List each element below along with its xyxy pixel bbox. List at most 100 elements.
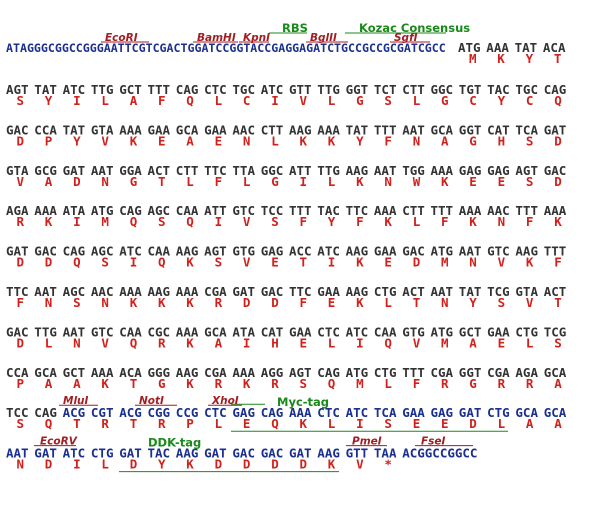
codon: TTT [289,203,312,218]
codon: TAA [374,446,397,461]
amino-acid: S [17,416,25,431]
enzyme-label-bglii: BglII [310,32,337,44]
amino-acid: I [356,335,364,350]
amino-acid: E [441,416,449,431]
codon: ATG [346,365,369,380]
codon: AAG [148,284,171,299]
amino-acid: Y [158,457,166,472]
codon: AAT [402,122,425,137]
codon: ACA [119,365,142,380]
codon: GAC [261,284,284,299]
codon: AAT [63,324,86,339]
codon: AAA [459,203,482,218]
codon: CGT [91,405,114,420]
enzyme-label-mlui: MluI [63,395,89,407]
codon: GCA [176,122,199,137]
amino-acid: L [384,295,392,310]
amino-acid: D [17,133,25,148]
codon: CGC [148,324,171,339]
codon: AAG [317,446,340,461]
amino-acid: Q [130,214,138,229]
enzyme-label-noti: NotI [139,395,164,407]
codon: GCT [459,324,482,339]
amino-acid: A [45,376,53,391]
amino-acid: A [526,416,534,431]
codon: ATG [431,244,454,259]
codon: GTT [289,82,312,97]
codon: AAA [176,284,199,299]
amino-acid: G [441,93,449,108]
amino-acid: I [356,416,364,431]
amino-acid: R [215,295,223,310]
codon: AAG [346,244,369,259]
codon: GTA [91,122,114,137]
amino-acid: Q [554,93,562,108]
amino-acid: S [158,214,166,229]
codon: AAA [431,163,454,178]
amino-acid: F [300,295,308,310]
codon: TAC [148,446,171,461]
codon: CAG [119,203,142,218]
codon: TCA [515,122,538,137]
codon: ATC [346,324,369,339]
amino-acid: L [413,214,421,229]
codon: AAA [34,203,57,218]
codon: GAA [487,324,510,339]
codon: TTT [544,244,567,259]
codon: GAA [289,324,312,339]
codon: TCC [261,203,284,218]
codon: TAC [317,203,340,218]
amino-acid: D [413,255,421,270]
amino-acid: S [73,295,81,310]
codon: GCA [204,324,227,339]
myc-tag-label: Myc-tag [277,395,329,409]
amino-acid: K [243,376,251,391]
amino-acid: E [300,335,308,350]
amino-acid: N [441,295,449,310]
amino-acid: H [271,335,279,350]
amino-acid: R [271,376,279,391]
amino-acid: L [215,93,223,108]
codon: CTG [487,405,510,420]
codon: AGG [261,365,284,380]
amino-acid: T [73,416,81,431]
amino-acid: K [497,51,505,66]
codon: ACT [402,284,425,299]
amino-acid: Q [158,255,166,270]
codon: ATC [261,82,284,97]
amino-acid: T [130,376,138,391]
amino-acid: F [413,376,421,391]
amino-acid: K [441,174,449,189]
codon: TGC [232,82,255,97]
codon: CAA [119,324,142,339]
codon: CCA [6,365,29,380]
codon: CTT [402,203,425,218]
amino-acid: S [384,93,392,108]
amino-acid: R [441,376,449,391]
enzyme-label-ecori: EcoRI [105,32,138,44]
amino-acid: M [441,335,449,350]
codon: AAA [486,40,509,55]
codon: GTC [91,324,114,339]
codon: CGA [487,365,510,380]
codon: GAC [34,244,57,259]
codon: ATA [63,203,86,218]
codon: CAG [34,405,57,420]
codon: ATG [458,40,481,55]
codon: GCT [119,82,142,97]
ddk-tag-label: DDK-tag [148,436,201,450]
codon: AAA [119,122,142,137]
amino-acid: L [328,335,336,350]
codon: AAC [232,122,255,137]
codon: AAG [176,244,199,259]
codon: GGA [119,163,142,178]
amino-acid: L [271,133,279,148]
amino-acid: Y [469,295,477,310]
amino-acid: G [271,174,279,189]
codon: CTG [374,365,397,380]
amino-acid: N [413,133,421,148]
codon: TAT [459,284,482,299]
codon: TGC [515,82,538,97]
codon: GAT [204,446,227,461]
amino-acid: Y [45,93,53,108]
